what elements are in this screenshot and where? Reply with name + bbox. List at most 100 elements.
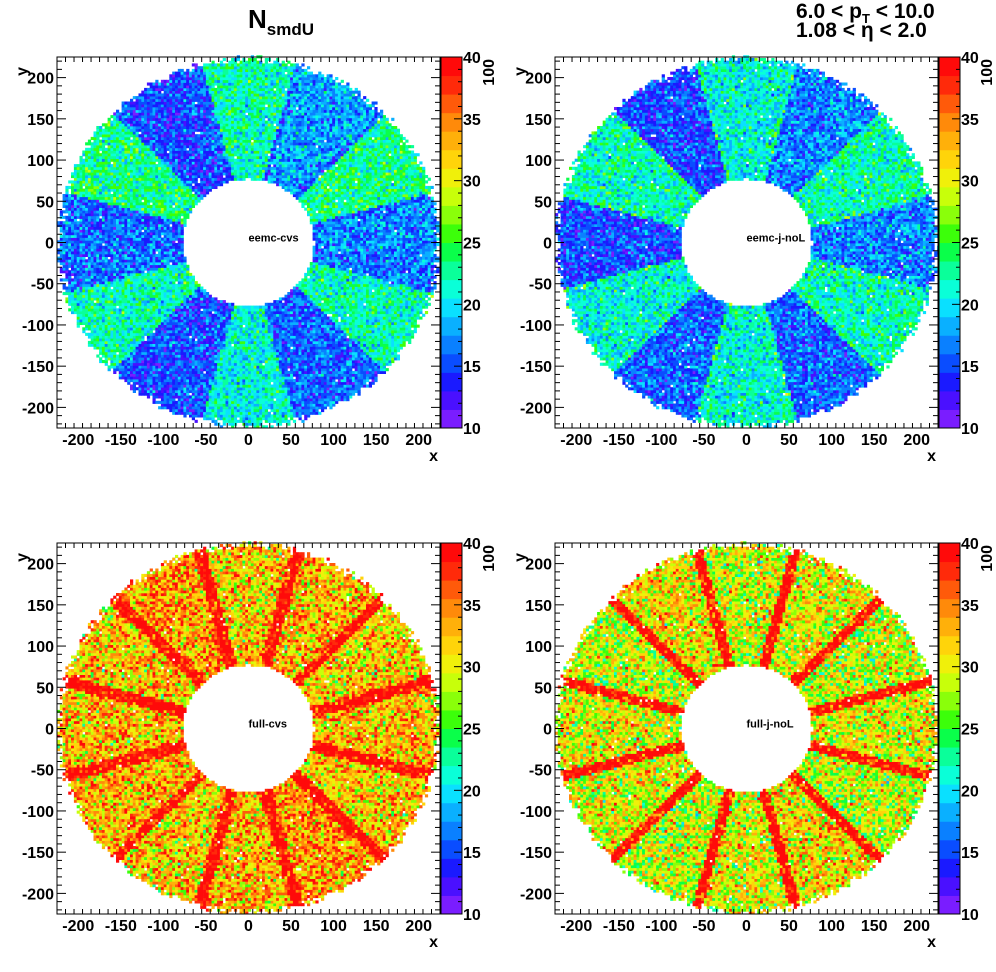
- heatmap-cell: [68, 246, 71, 249]
- heatmap-cell: [91, 254, 94, 257]
- heatmap-cell: [82, 229, 85, 232]
- heatmap-cell: [108, 281, 111, 284]
- heatmap-cell: [99, 153, 102, 156]
- heatmap-cell: [77, 251, 80, 254]
- heatmap-cell: [94, 164, 97, 167]
- heatmap-cell: [65, 202, 68, 205]
- heatmap-cell: [96, 137, 99, 140]
- heatmap-cell: [108, 131, 111, 134]
- heatmap-cell: [108, 349, 111, 352]
- heatmap-cell: [85, 322, 88, 325]
- heatmap-cell: [96, 219, 99, 222]
- heatmap-cell: [105, 287, 108, 290]
- heatmap-cell: [82, 180, 85, 183]
- heatmap-cell: [85, 232, 88, 235]
- heatmap-cell: [94, 284, 97, 287]
- heatmap-cell: [94, 134, 97, 137]
- heatmap-cell: [68, 289, 71, 292]
- heatmap-cell: [91, 259, 94, 262]
- heatmap-cell: [68, 259, 71, 262]
- heatmap-cell: [88, 306, 91, 309]
- heatmap-cell: [105, 357, 108, 360]
- heatmap-cell: [80, 297, 83, 300]
- heatmap-cell: [60, 278, 63, 281]
- heatmap-cell: [82, 224, 85, 227]
- heatmap-cell: [74, 262, 77, 265]
- heatmap-cell: [105, 156, 108, 159]
- heatmap-cell: [74, 289, 77, 292]
- heatmap-cell: [102, 306, 105, 309]
- heatmap-cell: [65, 238, 68, 241]
- heatmap-cell: [96, 178, 99, 181]
- heatmap-cell: [105, 131, 108, 134]
- heatmap-cell: [99, 262, 102, 265]
- heatmap-cell: [88, 235, 91, 238]
- heatmap-cell: [99, 268, 102, 271]
- heatmap-cell: [80, 238, 83, 241]
- heatmap-cell: [94, 159, 97, 162]
- heatmap-cell: [85, 300, 88, 303]
- heatmap-cell: [71, 257, 74, 260]
- heatmap-cell: [96, 251, 99, 254]
- heatmap-cell: [96, 191, 99, 194]
- heatmap-cell: [68, 284, 71, 287]
- heatmap-cell: [105, 229, 108, 232]
- heatmap-cell: [102, 232, 105, 235]
- heatmap-cell: [65, 197, 68, 200]
- heatmap-cell: [85, 333, 88, 336]
- heatmap-cell: [108, 178, 111, 181]
- heatmap-cell: [88, 246, 91, 249]
- heatmap-cell: [108, 129, 111, 132]
- heatmap-cell: [99, 349, 102, 352]
- heatmap-cell: [80, 224, 83, 227]
- heatmap-cell: [82, 210, 85, 213]
- heatmap-cell: [102, 336, 105, 339]
- heatmap-cell: [63, 232, 66, 235]
- heatmap-cell: [60, 221, 63, 224]
- heatmap-cell: [68, 262, 71, 265]
- heatmap-cell: [91, 221, 94, 224]
- heatmap-cell: [96, 134, 99, 137]
- heatmap-cell: [82, 178, 85, 181]
- heatmap-cell: [99, 131, 102, 134]
- heatmap-cell: [82, 276, 85, 279]
- heatmap-cell: [91, 156, 94, 159]
- heatmap-cell: [85, 229, 88, 232]
- heatmap-cell: [96, 346, 99, 349]
- heatmap-cell: [85, 327, 88, 330]
- heatmap-cell: [74, 295, 77, 298]
- heatmap-cell: [91, 151, 94, 154]
- heatmap-cell: [80, 289, 83, 292]
- heatmap-cell: [77, 238, 80, 241]
- heatmap-cell: [80, 205, 83, 208]
- heatmap-cell: [85, 172, 88, 175]
- heatmap-cell: [85, 311, 88, 314]
- heatmap-cell: [91, 175, 94, 178]
- heatmap-cell: [68, 303, 71, 306]
- heatmap-cell: [65, 292, 68, 295]
- heatmap-cell: [65, 210, 68, 213]
- heatmap-cell: [91, 194, 94, 197]
- heatmap-cell: [77, 183, 80, 186]
- heatmap-cell: [94, 311, 97, 314]
- heatmap-cell: [91, 262, 94, 265]
- heatmap-cell: [99, 148, 102, 151]
- heatmap-cell: [105, 344, 108, 347]
- heatmap-cell: [74, 170, 77, 173]
- heatmap-cell: [68, 308, 71, 311]
- heatmap-cell: [102, 189, 105, 192]
- heatmap-cell: [77, 172, 80, 175]
- heatmap-cell: [74, 178, 77, 181]
- heatmap-cell: [68, 221, 71, 224]
- heatmap-cell: [65, 265, 68, 268]
- heatmap-cell: [96, 317, 99, 320]
- heatmap-cell: [99, 346, 102, 349]
- heatmap-cell: [63, 284, 66, 287]
- heatmap-cell: [99, 194, 102, 197]
- heatmap-cell: [99, 126, 102, 129]
- heatmap-cell: [91, 265, 94, 268]
- heatmap-cell: [77, 178, 80, 181]
- heatmap-cell: [96, 151, 99, 154]
- heatmap-cell: [71, 287, 74, 290]
- heatmap-cell: [91, 164, 94, 167]
